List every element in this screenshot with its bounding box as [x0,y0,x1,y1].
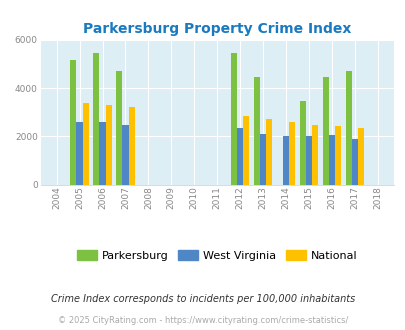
Bar [311,124,318,185]
Bar [237,128,243,185]
Bar [128,107,134,185]
Bar [116,71,122,185]
Bar [83,103,89,185]
Bar [99,122,105,185]
Bar [230,53,237,185]
Bar [259,134,266,185]
Bar [334,126,340,185]
Bar [243,116,249,185]
Bar [351,139,357,185]
Bar [105,105,111,185]
Legend: Parkersburg, West Virginia, National: Parkersburg, West Virginia, National [72,246,361,265]
Bar [266,119,272,185]
Bar [288,122,294,185]
Bar [322,77,328,185]
Title: Parkersburg Property Crime Index: Parkersburg Property Crime Index [83,22,351,36]
Bar [282,136,288,185]
Text: Crime Index corresponds to incidents per 100,000 inhabitants: Crime Index corresponds to incidents per… [51,294,354,304]
Bar [345,71,351,185]
Bar [357,128,363,185]
Text: © 2025 CityRating.com - https://www.cityrating.com/crime-statistics/: © 2025 CityRating.com - https://www.city… [58,316,347,325]
Bar [93,53,99,185]
Bar [253,77,259,185]
Bar [70,60,76,185]
Bar [122,125,128,185]
Bar [328,135,334,185]
Bar [299,101,305,185]
Bar [76,122,83,185]
Bar [305,136,311,185]
